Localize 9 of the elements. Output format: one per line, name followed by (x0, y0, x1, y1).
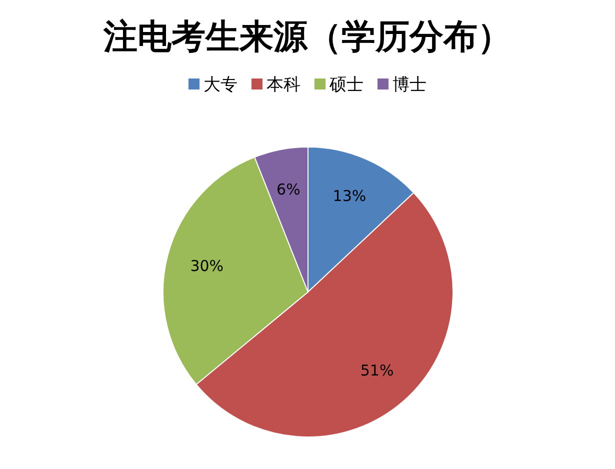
legend-label: 本科 (266, 75, 300, 95)
data-label: 6% (276, 180, 300, 198)
data-label: 51% (360, 361, 394, 380)
data-label: 13% (332, 187, 366, 206)
chart-title: 注电考生来源（学历分布） (102, 17, 512, 57)
legend-label: 博士 (392, 75, 426, 95)
legend-label: 硕士 (328, 75, 364, 95)
legend-label: 大专 (204, 75, 238, 95)
data-label: 30% (190, 257, 224, 276)
